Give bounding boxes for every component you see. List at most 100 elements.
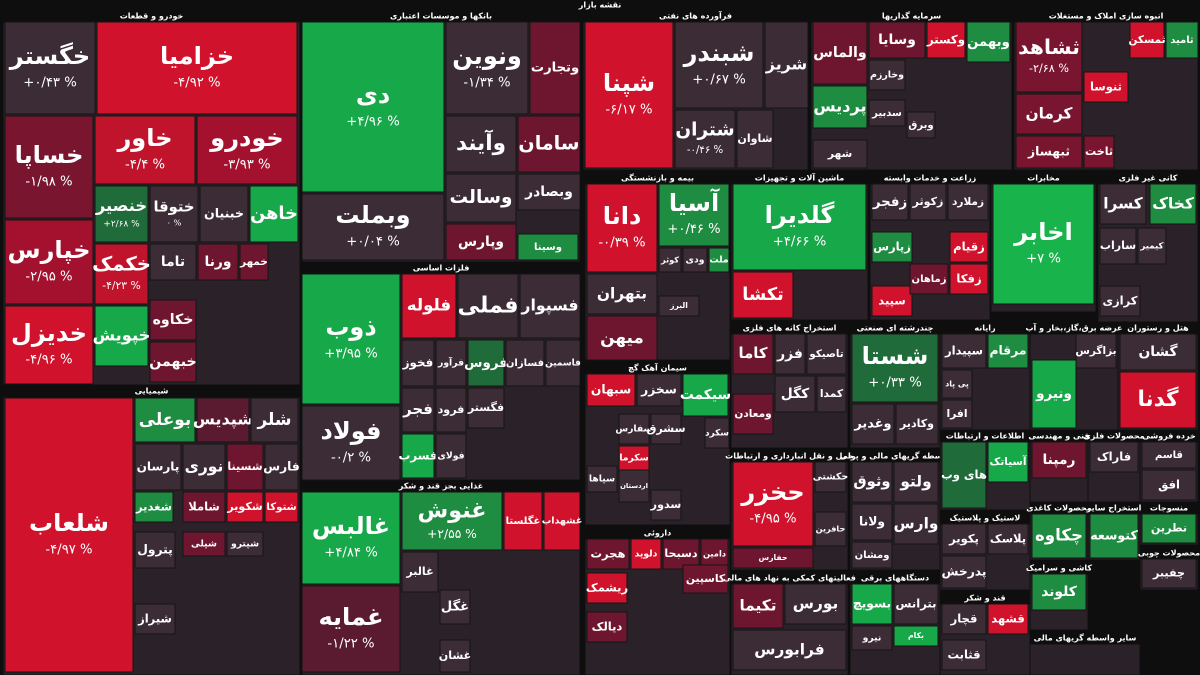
stock-tile[interactable] [987, 603, 1029, 635]
stock-tile[interactable] [906, 111, 936, 139]
stock-tile[interactable] [1141, 441, 1197, 469]
stock-tile[interactable] [401, 491, 503, 551]
stock-tile[interactable] [732, 583, 784, 629]
stock-tile[interactable] [732, 547, 814, 569]
stock-tile[interactable] [529, 21, 581, 115]
stock-tile[interactable] [662, 538, 700, 570]
stock-tile[interactable] [851, 541, 893, 569]
stock-tile[interactable] [941, 555, 987, 589]
stock-tile[interactable] [941, 399, 973, 429]
stock-tile[interactable] [4, 397, 134, 673]
stock-tile[interactable] [732, 183, 867, 271]
stock-tile[interactable] [301, 585, 401, 673]
stock-tile[interactable] [249, 185, 299, 243]
stock-tile[interactable] [445, 115, 517, 173]
stock-tile[interactable] [457, 273, 519, 339]
stock-tile[interactable] [1141, 513, 1197, 544]
stock-tile[interactable] [987, 441, 1029, 483]
stock-tile[interactable] [264, 491, 299, 523]
stock-tile[interactable] [4, 219, 94, 305]
stock-tile[interactable] [435, 339, 467, 387]
stock-tile[interactable] [401, 551, 439, 593]
stock-tile[interactable] [182, 491, 226, 523]
stock-tile[interactable] [658, 183, 730, 247]
stock-tile[interactable] [301, 193, 445, 261]
stock-tile[interactable] [1083, 135, 1115, 169]
stock-tile[interactable] [401, 433, 435, 479]
stock-tile[interactable] [736, 109, 774, 169]
stock-tile[interactable] [586, 373, 636, 407]
stock-tile[interactable] [893, 625, 939, 647]
stock-tile[interactable] [467, 339, 505, 387]
stock-tile[interactable] [586, 572, 628, 604]
stock-tile[interactable] [301, 491, 401, 585]
stock-tile[interactable] [401, 273, 457, 339]
stock-tile[interactable] [182, 531, 226, 557]
stock-tile[interactable] [708, 247, 730, 273]
stock-tile[interactable] [1075, 333, 1117, 369]
stock-tile[interactable] [1165, 21, 1199, 59]
stock-tile[interactable] [949, 263, 989, 295]
stock-tile[interactable] [814, 461, 847, 493]
stock-tile[interactable] [149, 185, 199, 243]
stock-tile[interactable] [586, 273, 658, 315]
stock-tile[interactable] [893, 503, 939, 545]
stock-tile[interactable] [814, 511, 847, 547]
stock-tile[interactable] [618, 445, 650, 471]
stock-tile[interactable] [1119, 371, 1197, 429]
stock-tile[interactable] [1015, 135, 1083, 169]
stock-tile[interactable] [949, 231, 989, 263]
stock-tile[interactable] [439, 589, 471, 625]
stock-tile[interactable] [301, 405, 401, 481]
stock-tile[interactable] [618, 413, 650, 445]
stock-tile[interactable] [199, 185, 249, 243]
stock-tile[interactable] [445, 223, 517, 261]
stock-tile[interactable] [774, 375, 816, 413]
stock-tile[interactable] [586, 315, 658, 361]
stock-tile[interactable] [947, 183, 989, 221]
stock-tile[interactable] [1141, 469, 1197, 501]
stock-tile[interactable] [134, 443, 182, 491]
stock-tile[interactable] [1129, 21, 1165, 59]
stock-tile[interactable] [941, 333, 987, 369]
stock-tile[interactable] [941, 603, 987, 635]
stock-tile[interactable] [96, 21, 298, 115]
stock-tile[interactable] [586, 611, 628, 643]
stock-tile[interactable] [1031, 513, 1087, 559]
stock-tile[interactable] [1099, 227, 1137, 265]
stock-tile[interactable] [197, 243, 239, 281]
stock-tile[interactable] [196, 397, 250, 443]
stock-tile[interactable] [435, 433, 467, 479]
stock-tile[interactable] [909, 183, 947, 221]
stock-tile[interactable] [851, 625, 893, 651]
stock-tile[interactable] [1015, 21, 1083, 93]
stock-tile[interactable] [784, 583, 847, 625]
stock-tile[interactable] [401, 339, 435, 387]
stock-tile[interactable] [250, 397, 299, 443]
stock-tile[interactable] [992, 183, 1095, 305]
stock-tile[interactable] [732, 271, 794, 319]
stock-tile[interactable] [301, 21, 445, 193]
stock-tile[interactable] [94, 243, 149, 305]
stock-tile[interactable] [987, 333, 1029, 369]
stock-tile[interactable] [941, 639, 987, 671]
stock-tile[interactable] [674, 21, 764, 109]
stock-tile[interactable] [895, 403, 939, 445]
stock-tile[interactable] [1031, 359, 1077, 429]
stock-tile[interactable] [505, 339, 545, 387]
stock-tile[interactable] [545, 339, 581, 387]
stock-tile[interactable] [467, 387, 505, 429]
stock-tile[interactable] [149, 243, 197, 281]
stock-tile[interactable] [226, 531, 264, 557]
stock-tile[interactable] [871, 285, 913, 317]
stock-tile[interactable] [264, 443, 299, 491]
stock-tile[interactable] [4, 305, 94, 385]
stock-tile[interactable] [517, 173, 581, 211]
stock-tile[interactable] [503, 491, 543, 551]
stock-tile[interactable] [1031, 441, 1087, 479]
stock-tile[interactable] [1137, 227, 1167, 265]
stock-tile[interactable] [941, 441, 987, 509]
stock-tile[interactable] [812, 139, 868, 169]
stock-tile[interactable] [4, 21, 96, 115]
stock-tile[interactable] [812, 85, 868, 129]
